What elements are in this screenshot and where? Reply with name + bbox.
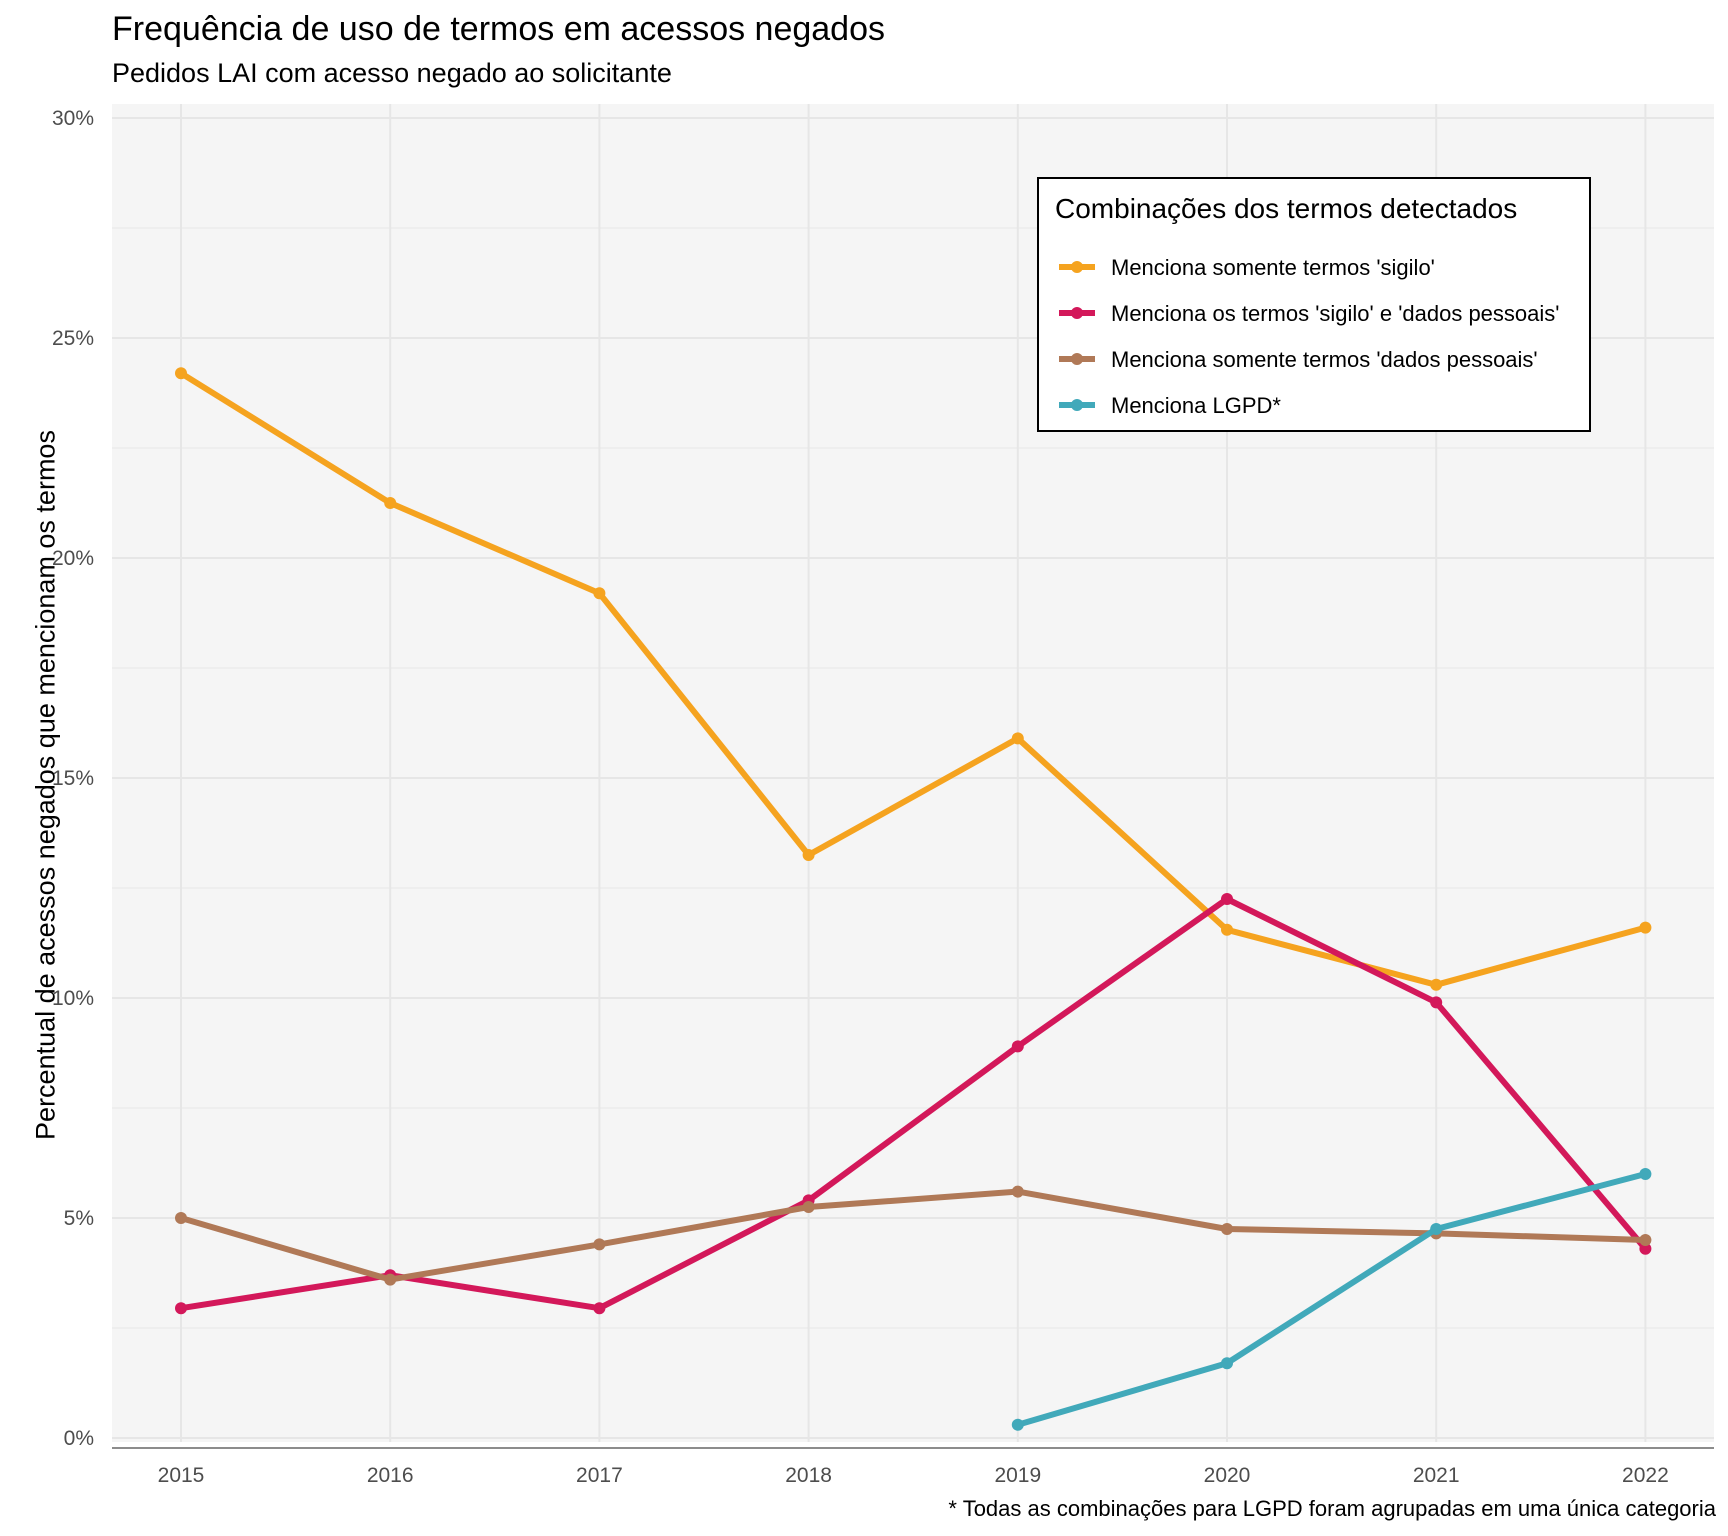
legend-label-lgpd: Menciona LGPD* — [1111, 393, 1281, 418]
data-point — [802, 1201, 815, 1213]
legend-label-sigilo: Menciona somente termos 'sigilo' — [1111, 255, 1435, 280]
data-point — [593, 1302, 606, 1315]
y-tick-label: 10% — [52, 987, 94, 1010]
data-point — [1430, 1223, 1443, 1235]
y-tick-label: 20% — [52, 547, 94, 570]
x-tick-label: 2017 — [576, 1464, 623, 1487]
data-point — [384, 497, 397, 509]
legend-key-lgpd — [1059, 399, 1095, 411]
data-point — [1639, 1234, 1652, 1246]
data-point — [1430, 978, 1443, 991]
x-tick-label: 2016 — [367, 1464, 414, 1487]
x-tick-label: 2021 — [1413, 1464, 1460, 1487]
data-point — [1011, 1040, 1024, 1053]
data-point — [1221, 923, 1233, 936]
data-point — [1221, 1223, 1233, 1235]
legend-item-sigilo: Menciona somente termos 'sigilo' — [1055, 249, 1575, 285]
x-tick-label: 2015 — [158, 1464, 205, 1487]
data-point — [1430, 996, 1443, 1009]
series-line — [178, 896, 1649, 1312]
x-tick-label: 2022 — [1622, 1464, 1669, 1487]
data-point — [384, 1273, 397, 1286]
legend: Combinações dos termos detectados Mencio… — [1037, 177, 1591, 432]
data-point — [1011, 1418, 1024, 1431]
series-line — [1014, 1171, 1649, 1428]
chart-subtitle: Pedidos LAI com acesso negado ao solicit… — [112, 58, 672, 88]
data-point — [1221, 1357, 1233, 1370]
legend-label-dados-pessoais: Menciona somente termos 'dados pessoais' — [1111, 347, 1538, 372]
data-point — [1639, 1242, 1652, 1255]
data-point — [1221, 893, 1233, 905]
chart-caption: * Todas as combinações para LGPD foram a… — [948, 1496, 1716, 1521]
x-axis-ticks: 2015 2016 2017 2018 2019 2020 2021 2022 — [158, 1464, 1669, 1487]
x-tick-label: 2020 — [1204, 1464, 1251, 1487]
x-tick-label: 2019 — [994, 1464, 1041, 1487]
data-point — [1639, 1168, 1652, 1180]
data-point — [1011, 1185, 1024, 1198]
legend-item-lgpd: Menciona LGPD* — [1055, 387, 1575, 423]
series-line — [178, 370, 1649, 988]
legend-item-sigilo-dados-pessoais: Menciona os termos 'sigilo' e 'dados pes… — [1055, 295, 1575, 331]
y-tick-label: 30% — [52, 107, 94, 130]
y-tick-label: 5% — [64, 1207, 94, 1230]
y-tick-label: 25% — [52, 327, 94, 350]
data-point — [175, 1302, 187, 1315]
legend-key-dados-pessoais — [1059, 353, 1095, 365]
legend-title: Combinações dos termos detectados — [1055, 193, 1518, 224]
data-point — [1011, 732, 1024, 745]
data-point — [1639, 921, 1652, 934]
data-point — [175, 1212, 187, 1224]
legend-key-sigilo — [1059, 261, 1095, 273]
legend-item-dados-pessoais: Menciona somente termos 'dados pessoais' — [1055, 341, 1575, 377]
series-0 — [175, 367, 1652, 991]
x-tick-label: 2018 — [785, 1464, 832, 1487]
data-point — [593, 587, 606, 600]
series-layer — [175, 367, 1652, 1431]
data-point — [802, 849, 815, 861]
legend-key-sigilo-dados-pessoais — [1059, 307, 1095, 319]
chart-title: Frequência de uso de termos em acessos n… — [112, 10, 886, 48]
data-point — [175, 367, 187, 380]
y-tick-label: 0% — [64, 1427, 94, 1450]
legend-label-sigilo-dados-pessoais: Menciona os termos 'sigilo' e 'dados pes… — [1111, 301, 1560, 326]
y-axis-ticks: 0% 5% 10% 15% 20% 25% 30% — [52, 107, 94, 1450]
series-line — [178, 1188, 1649, 1283]
y-tick-label: 15% — [52, 767, 94, 790]
series-3 — [1011, 1168, 1652, 1431]
series-2 — [175, 1185, 1652, 1286]
data-point — [593, 1238, 606, 1251]
